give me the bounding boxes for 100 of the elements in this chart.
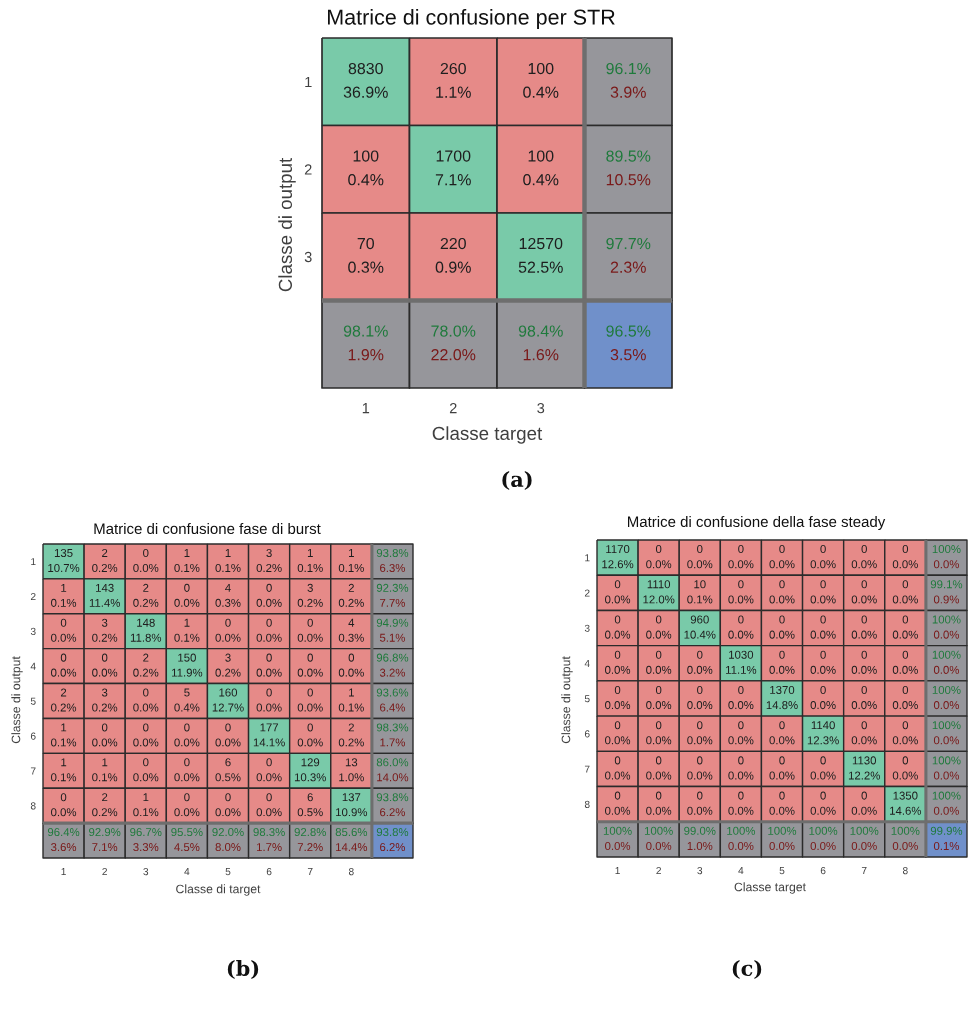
annotation: 0.9% (933, 595, 960, 604)
y-tick-label: 2 (304, 164, 312, 175)
chart-title: Matrice di confusione della fase steady (628, 516, 886, 530)
data-label: 100% (932, 791, 961, 800)
data-label: 0 (266, 688, 272, 697)
data-label: 92.8% (294, 828, 326, 837)
annotation: 0.0% (851, 630, 877, 639)
annotation: 1.1% (436, 86, 471, 98)
data-label: 4 (348, 618, 355, 627)
data-label: 70 (357, 237, 375, 250)
annotation: 0.0% (256, 598, 282, 607)
x-tick-label: 6 (266, 867, 272, 876)
annotation: 12.3% (807, 736, 839, 745)
y-tick-label: 2 (584, 589, 590, 597)
data-label: 100% (932, 615, 961, 624)
annotation: 0.0% (92, 668, 118, 677)
annotation: 10.7% (48, 563, 80, 572)
data-label: 97.7% (606, 237, 651, 250)
data-label: 0 (614, 756, 621, 765)
data-label: 98.3% (253, 828, 285, 837)
annotation: 6.4% (380, 703, 406, 712)
data-label: 100% (644, 826, 673, 835)
data-label: 0 (143, 688, 149, 697)
data-label: 0 (614, 615, 621, 624)
annotation: 0.0% (51, 668, 77, 677)
annotation: 0.0% (646, 841, 672, 851)
annotation: 7.2% (297, 843, 323, 852)
data-label: 0 (225, 723, 231, 732)
annotation: 0.0% (728, 806, 754, 815)
data-label: 0 (820, 580, 826, 589)
annotation: 11.8% (130, 633, 162, 642)
x-tick-label: 2 (102, 867, 107, 876)
data-label: 99.1% (930, 580, 963, 589)
annotation: 0.0% (646, 806, 672, 815)
text: (c) (732, 959, 762, 979)
data-label: 12570 (519, 237, 563, 250)
annotation: 0.0% (933, 665, 960, 674)
annotation: 0.0% (851, 701, 877, 710)
annotation: 0.4% (523, 86, 559, 98)
data-label: 96.8% (376, 653, 409, 662)
y-tick-label: 1 (585, 554, 590, 562)
annotation: 0.0% (769, 806, 795, 815)
annotation: 0.0% (728, 701, 754, 710)
annotation: 0.0% (646, 630, 672, 639)
annotation: 6.2% (380, 843, 406, 852)
data-label: 3 (101, 688, 108, 697)
data-label: 3 (101, 618, 108, 627)
annotation: 0.0% (256, 808, 282, 817)
data-label: 0 (614, 580, 621, 589)
data-label: 177 (260, 723, 279, 732)
annotation: 1.7% (257, 843, 282, 852)
data-label: 0 (225, 618, 231, 627)
annotation: 0.0% (892, 595, 918, 604)
annotation: 0.0% (933, 771, 960, 780)
annotation: 14.0% (377, 773, 409, 782)
annotation: 14.8% (766, 701, 798, 710)
annotation: 0.0% (687, 771, 713, 780)
data-label: 100 (528, 62, 554, 75)
annotation: 5.1% (379, 633, 406, 642)
annotation: 0.0% (892, 630, 918, 639)
chart-title: Matrice di confusione fase di burst (94, 523, 321, 535)
data-label: 0 (738, 721, 744, 730)
data-label: 0 (779, 791, 785, 800)
annotation: 0.0% (810, 771, 836, 780)
data-label: 0 (655, 615, 662, 624)
annotation: 0.2% (133, 668, 159, 677)
y-tick-label: 5 (584, 695, 590, 703)
text: (b) (227, 959, 259, 979)
data-label: 99.9% (930, 826, 963, 835)
data-label: 93.6% (376, 688, 409, 697)
annotation: 0.0% (851, 595, 877, 604)
data-label: 1030 (729, 650, 754, 659)
data-label: 78.0% (431, 325, 476, 337)
data-label: 0 (101, 653, 108, 662)
data-label: 0 (820, 545, 826, 554)
annotation: 14.4% (336, 843, 368, 852)
annotation: 0.0% (133, 703, 159, 712)
data-label: 0 (614, 721, 621, 730)
data-label: 1130 (852, 756, 877, 765)
annotation: 0.1% (51, 598, 77, 607)
annotation: 0.0% (51, 808, 77, 817)
annotation: 0.0% (892, 560, 918, 569)
y-tick-label: 6 (30, 732, 36, 740)
annotation: 4.5% (174, 843, 200, 852)
data-label: 0 (779, 545, 785, 554)
x-axis-title: Classe di target (176, 884, 261, 896)
data-label: 96.5% (606, 325, 651, 337)
annotation: 0.1% (338, 563, 364, 572)
annotation: 0.0% (892, 736, 918, 745)
x-tick-label: 7 (861, 867, 867, 875)
annotation: 10.9% (336, 808, 368, 817)
annotation: 1.0% (339, 773, 364, 782)
x-axis-title: Classe target (432, 426, 543, 444)
data-label: 0 (307, 723, 313, 732)
data-label: 0 (738, 791, 744, 800)
annotation: 6.3% (380, 563, 406, 572)
annotation: 0.4% (348, 174, 384, 186)
data-label: 143 (96, 583, 114, 592)
data-label: 0 (779, 615, 785, 624)
annotation: 0.0% (605, 736, 631, 745)
